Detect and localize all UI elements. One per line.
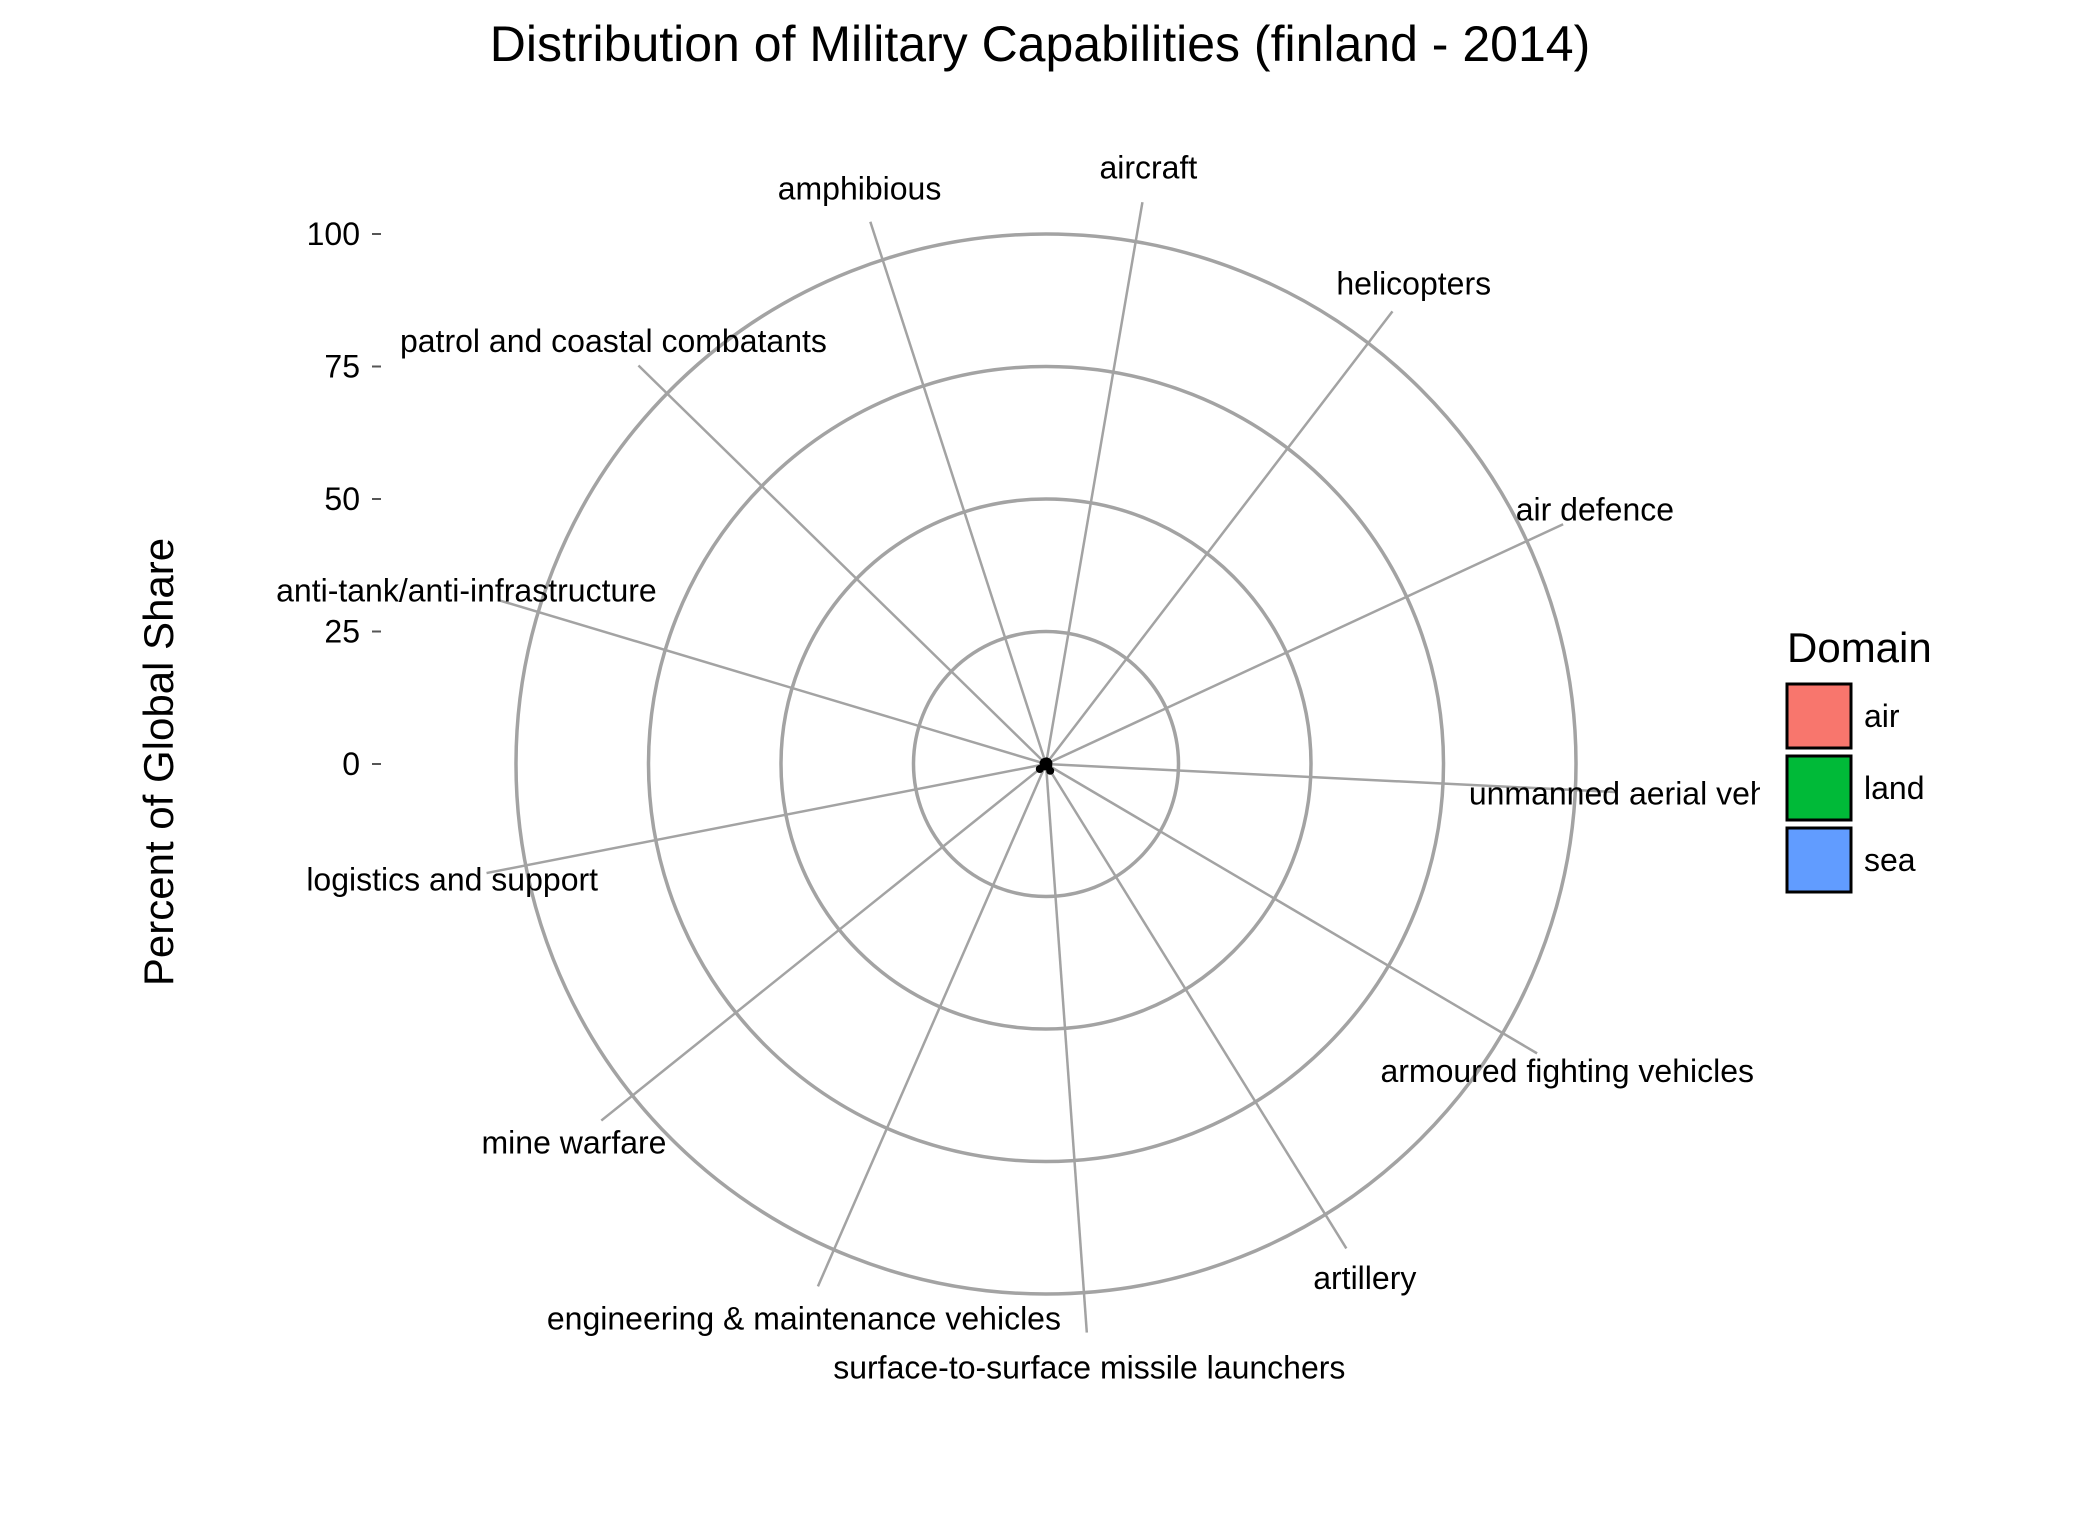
- category-spoke: [1044, 763, 1348, 1250]
- grid-ring: [646, 364, 1446, 1164]
- legend-label-land: land: [1864, 770, 1925, 806]
- category-spoke: [637, 364, 1047, 765]
- category-label: helicopters: [1336, 266, 1491, 302]
- legend-title: Domain: [1787, 624, 1932, 671]
- chart-title: Distribution of Military Capabilities (f…: [490, 16, 1590, 72]
- radial-grid: [514, 232, 1578, 1296]
- y-tick-label: 75: [324, 349, 360, 385]
- grid-ring: [514, 232, 1578, 1296]
- category-spoke: [816, 763, 1048, 1287]
- category-label: surface-to-surface missile launchers: [833, 1349, 1345, 1385]
- legend-swatch-land: [1785, 754, 1853, 822]
- category-label: amphibious: [778, 170, 942, 206]
- category-label: aircraft: [1099, 150, 1197, 186]
- y-tick-label: 50: [324, 481, 360, 517]
- category-label: anti-tank/anti-infrastructure: [276, 573, 657, 609]
- category-label: unmanned aerial vehicles: [1469, 776, 1832, 812]
- category-spoke: [499, 599, 1047, 766]
- legend-swatch-sea: [1785, 826, 1853, 894]
- category-spoke: [1045, 310, 1394, 765]
- data-point: [1046, 766, 1055, 775]
- category-spokes: [486, 202, 1616, 1333]
- category-spoke: [1045, 523, 1564, 766]
- legend-label-air: air: [1864, 698, 1900, 734]
- y-tick-label: 100: [307, 216, 360, 252]
- y-axis-ticks: 100 75 50 25 0: [307, 216, 381, 782]
- y-tick-label: 0: [342, 746, 360, 782]
- legend-swatch-air: [1785, 682, 1853, 750]
- data-series: [1035, 757, 1055, 775]
- category-spoke: [1045, 762, 1538, 1055]
- legend-label-sea: sea: [1864, 842, 1916, 878]
- category-label: air defence: [1516, 492, 1674, 528]
- category-label: patrol and coastal combatants: [400, 323, 827, 359]
- category-spoke: [1044, 763, 1089, 1333]
- category-label: logistics and support: [306, 862, 598, 898]
- category-label: armoured fighting vehicles: [1380, 1053, 1754, 1089]
- data-point: [1035, 765, 1044, 773]
- grid-ring: [911, 629, 1181, 899]
- category-spoke: [600, 763, 1047, 1122]
- category-spoke: [1044, 202, 1144, 765]
- y-tick-label: 25: [324, 614, 360, 650]
- category-spoke: [1045, 762, 1616, 794]
- category-label: engineering & maintenance vehicles: [547, 1300, 1061, 1336]
- category-spoke: [869, 221, 1048, 765]
- category-spoke: [486, 762, 1047, 875]
- category-labels: aircraft helicopters air defence unmanned a…: [276, 150, 1832, 1386]
- data-point: [1042, 760, 1050, 768]
- category-label: artillery: [1313, 1260, 1416, 1296]
- grid-ring: [779, 497, 1313, 1031]
- category-label: mine warfare: [482, 1124, 667, 1160]
- legend: Domain air land sea: [1785, 624, 1932, 894]
- y-axis-label: Percent of Global Share: [135, 538, 182, 986]
